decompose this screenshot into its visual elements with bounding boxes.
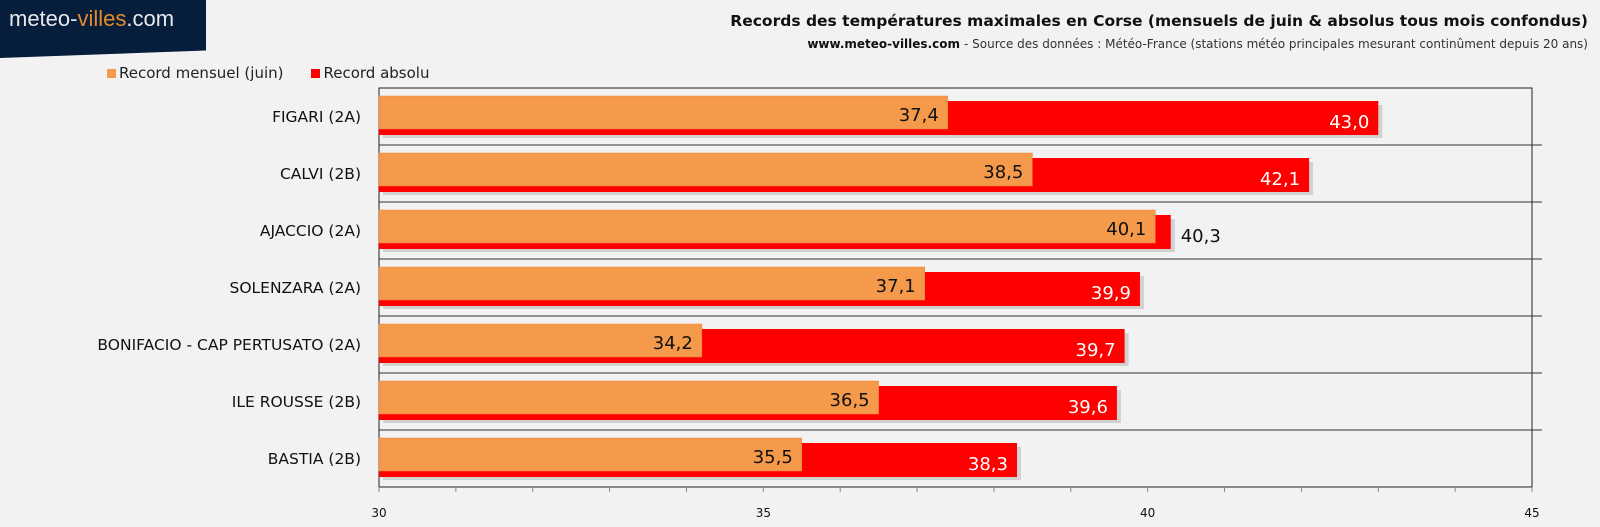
- data-label-monthly: 38,5: [983, 162, 1023, 183]
- x-tick-label: 45: [1524, 506, 1539, 520]
- data-label-absolute: 38,3: [968, 454, 1008, 475]
- logo-text-2[interactable]: villes: [77, 6, 127, 31]
- bar-monthly: [378, 323, 703, 358]
- source-site: www.meteo-villes.com: [807, 37, 960, 51]
- data-label-monthly: 37,1: [876, 276, 916, 297]
- data-label-monthly: 35,5: [753, 447, 793, 468]
- x-tick-label: 40: [1140, 506, 1155, 520]
- x-tick-label: 30: [371, 506, 386, 520]
- category-label: AJACCIO (2A): [260, 222, 361, 240]
- data-label-absolute: 40,3: [1181, 226, 1221, 247]
- category-label: FIGARI (2A): [272, 108, 361, 126]
- bar-monthly: [378, 437, 803, 472]
- category-label: CALVI (2B): [280, 165, 361, 183]
- site-logo[interactable]: [0, 0, 206, 58]
- data-label-absolute: 43,0: [1329, 112, 1369, 133]
- source-text: - Source des données : Météo-France (sta…: [963, 37, 1588, 51]
- data-label-absolute: 39,7: [1076, 340, 1116, 361]
- category-label: BONIFACIO - CAP PERTUSATO (2A): [97, 336, 361, 354]
- legend-swatch-absolute: [311, 69, 321, 78]
- bar-monthly: [378, 266, 926, 301]
- x-tick-label: 35: [756, 506, 771, 520]
- category-label: ILE ROUSSE (2B): [232, 393, 361, 411]
- bar-monthly: [378, 152, 1033, 187]
- bar-monthly: [378, 209, 1156, 244]
- data-label-monthly: 34,2: [653, 333, 693, 354]
- logo-text-3[interactable]: .com: [126, 6, 175, 31]
- bar-monthly: [378, 95, 949, 130]
- data-label-absolute: 42,1: [1260, 169, 1300, 190]
- legend-label-monthly: Record mensuel (juin): [119, 64, 284, 82]
- data-label-monthly: 36,5: [830, 390, 870, 411]
- legend-label-absolute: Record absolu: [323, 64, 430, 82]
- logo-text-1[interactable]: meteo-: [9, 6, 78, 31]
- category-label: SOLENZARA (2A): [229, 279, 361, 297]
- category-label: BASTIA (2B): [268, 450, 361, 468]
- data-label-monthly: 37,4: [899, 105, 939, 126]
- chart-title: Records des températures maximales en Co…: [730, 12, 1588, 30]
- bar-monthly: [378, 380, 879, 415]
- data-label-absolute: 39,9: [1091, 283, 1131, 304]
- data-label-absolute: 39,6: [1068, 397, 1108, 418]
- data-label-monthly: 40,1: [1106, 219, 1146, 240]
- legend-swatch-monthly: [107, 69, 116, 78]
